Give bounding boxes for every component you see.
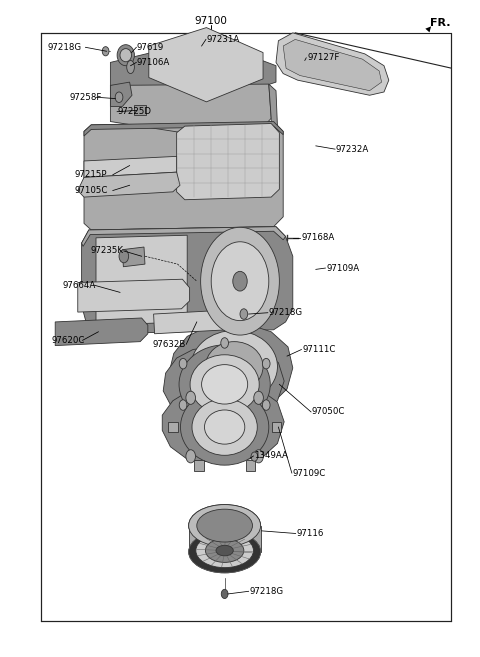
Polygon shape [283,39,382,91]
Polygon shape [269,84,277,131]
Polygon shape [154,310,227,334]
Text: 97100: 97100 [195,16,228,26]
Text: 97258F: 97258F [70,93,102,102]
Ellipse shape [204,410,245,444]
Polygon shape [82,227,286,246]
Circle shape [263,359,270,369]
Ellipse shape [189,531,261,573]
Bar [41,33,451,621]
Ellipse shape [197,509,252,542]
Text: 97619: 97619 [137,43,164,52]
Text: 97218G: 97218G [250,587,284,596]
Polygon shape [84,156,177,177]
Circle shape [201,227,279,335]
Polygon shape [110,82,132,106]
Circle shape [221,420,228,431]
Polygon shape [84,122,283,230]
Circle shape [240,309,248,319]
Ellipse shape [202,365,248,404]
Text: 97235K: 97235K [90,246,123,256]
Text: 97116: 97116 [297,529,324,538]
Text: 97225D: 97225D [118,107,152,116]
Text: 1349AA: 1349AA [254,451,288,461]
Bar [246,461,255,471]
Polygon shape [162,384,284,463]
Ellipse shape [196,533,253,568]
Bar [134,105,146,115]
Circle shape [263,399,270,410]
Text: 97109C: 97109C [293,468,326,478]
Ellipse shape [205,539,244,562]
Circle shape [221,589,228,599]
Bar [194,383,204,394]
Circle shape [179,399,187,410]
Text: FR.: FR. [430,18,450,28]
Circle shape [251,452,258,461]
Polygon shape [78,172,180,197]
Circle shape [102,47,109,56]
Ellipse shape [192,399,257,455]
Text: 97231A: 97231A [206,35,240,44]
Text: 97109A: 97109A [326,263,360,273]
Text: 97218G: 97218G [48,43,82,52]
Circle shape [254,391,264,404]
Polygon shape [96,235,187,325]
Polygon shape [110,84,271,133]
Circle shape [186,450,195,463]
Circle shape [115,92,123,102]
Ellipse shape [190,355,259,414]
Circle shape [254,450,264,463]
Polygon shape [276,33,389,95]
Circle shape [179,359,187,369]
Text: 97664A: 97664A [62,281,96,290]
Bar [168,422,178,432]
Polygon shape [84,122,283,136]
Polygon shape [163,345,284,422]
Bar [246,383,255,394]
Text: 97106A: 97106A [137,58,170,67]
Polygon shape [82,227,293,334]
Text: 97620C: 97620C [52,336,85,345]
Polygon shape [149,28,263,102]
Ellipse shape [216,545,233,556]
Ellipse shape [179,345,270,424]
Polygon shape [122,247,145,267]
Text: 97632B: 97632B [153,340,186,349]
Circle shape [211,242,269,321]
Polygon shape [177,124,279,200]
Circle shape [221,338,228,348]
Text: 97215P: 97215P [74,170,107,179]
Ellipse shape [189,531,261,573]
Ellipse shape [180,389,269,465]
Circle shape [119,250,129,263]
Ellipse shape [189,505,261,547]
Bar [194,461,204,471]
Text: 97168A: 97168A [301,233,335,242]
Text: 97111C: 97111C [302,345,336,354]
Polygon shape [55,318,148,346]
Bar [272,422,281,432]
Circle shape [233,271,247,291]
Ellipse shape [205,342,263,392]
Circle shape [186,391,195,404]
Polygon shape [169,323,293,409]
Text: 97127F: 97127F [307,53,339,62]
Ellipse shape [120,49,132,62]
Ellipse shape [191,330,277,403]
Polygon shape [189,526,261,552]
Text: 97232A: 97232A [336,145,369,154]
Ellipse shape [189,505,261,547]
Text: 97218G: 97218G [269,308,303,317]
Text: 97105C: 97105C [74,186,108,195]
Polygon shape [110,39,276,105]
Text: 97050C: 97050C [312,407,346,417]
Ellipse shape [127,60,134,74]
Polygon shape [78,279,190,312]
Ellipse shape [117,45,134,66]
